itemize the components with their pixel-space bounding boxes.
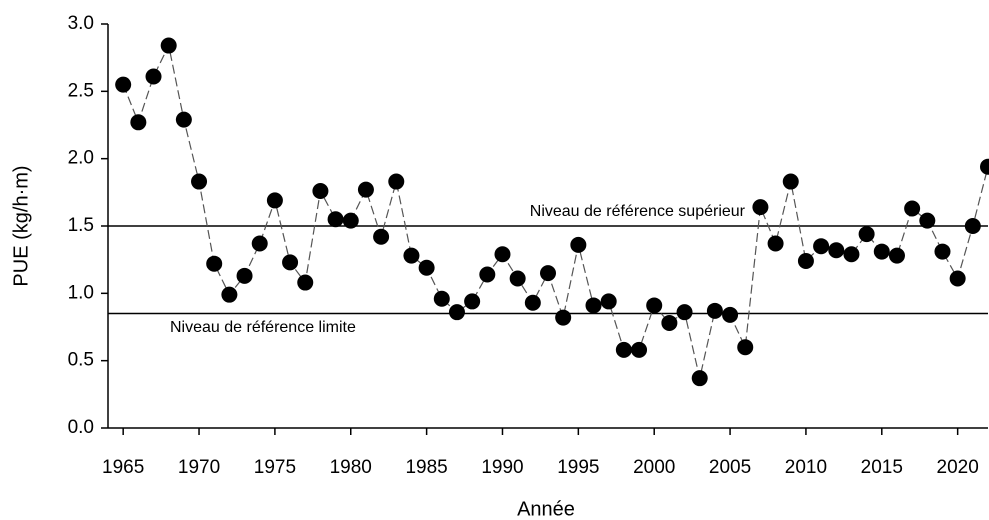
data-point — [191, 173, 208, 190]
x-axis-title: Année — [517, 498, 575, 520]
y-tick-label: 2.0 — [68, 148, 94, 169]
data-point — [585, 297, 602, 314]
y-tick-label: 1.5 — [68, 215, 94, 236]
data-point — [403, 247, 420, 264]
data-point — [327, 211, 344, 228]
data-point — [919, 212, 936, 229]
x-tick-label: 2015 — [861, 457, 903, 478]
y-tick-label: 1.0 — [68, 282, 94, 303]
data-point — [752, 199, 769, 216]
data-point — [722, 306, 739, 323]
y-tick-label: 0.0 — [68, 417, 94, 438]
data-point — [418, 259, 435, 276]
data-point — [448, 304, 465, 321]
data-point — [555, 309, 572, 326]
data-point — [904, 200, 921, 217]
data-point — [130, 114, 147, 131]
data-point — [646, 297, 663, 314]
data-point — [494, 246, 511, 263]
data-point — [251, 235, 268, 252]
x-tick-label: 2005 — [709, 457, 751, 478]
x-tick-label: 1980 — [330, 457, 372, 478]
x-tick-label: 1970 — [178, 457, 220, 478]
data-point — [873, 243, 890, 260]
data-point — [540, 265, 556, 282]
data-point — [266, 192, 283, 209]
data-point — [828, 242, 845, 259]
data-point — [357, 181, 374, 198]
x-tick-label: 1995 — [557, 457, 599, 478]
data-point — [615, 341, 632, 358]
data-point — [509, 270, 526, 287]
x-tick-label: 1965 — [102, 457, 144, 478]
data-point — [706, 302, 723, 319]
y-axis-title: PUE (kg/h·m) — [10, 165, 32, 286]
data-point — [858, 226, 875, 243]
x-tick-label: 2010 — [785, 457, 827, 478]
x-tick-label: 1975 — [254, 457, 296, 478]
y-tick-label: 3.0 — [68, 13, 94, 34]
x-tick-label: 2000 — [633, 457, 675, 478]
y-tick-label: 2.5 — [68, 80, 94, 101]
data-point — [282, 254, 299, 271]
data-point — [524, 294, 541, 311]
data-point — [980, 158, 989, 175]
data-point — [342, 212, 359, 229]
data-point — [312, 182, 329, 199]
data-point — [767, 235, 784, 252]
data-point — [221, 286, 238, 303]
data-point — [676, 304, 693, 321]
x-tick-label: 1985 — [405, 457, 447, 478]
data-point — [964, 218, 981, 234]
data-point — [737, 339, 754, 356]
data-point — [934, 243, 951, 260]
data-point — [949, 270, 966, 287]
x-tick-label: 1990 — [481, 457, 523, 478]
data-point — [631, 341, 648, 358]
data-point — [175, 111, 192, 128]
data-point — [600, 293, 617, 310]
data-point — [570, 236, 587, 253]
data-point — [297, 274, 314, 291]
data-point — [464, 293, 481, 310]
reference-label: Niveau de référence limite — [170, 319, 356, 336]
data-point — [115, 76, 132, 93]
data-point — [206, 255, 223, 272]
data-point — [691, 370, 708, 387]
data-point — [236, 267, 253, 284]
data-point — [797, 253, 814, 270]
data-point — [843, 246, 860, 263]
data-point — [373, 228, 390, 245]
y-tick-label: 0.5 — [68, 350, 94, 371]
data-point — [479, 266, 496, 283]
data-point — [433, 290, 450, 307]
reference-label: Niveau de référence supérieur — [530, 203, 746, 220]
data-point — [145, 68, 162, 85]
data-point — [888, 247, 905, 264]
data-point — [388, 173, 405, 190]
data-point — [813, 238, 830, 255]
data-point — [782, 173, 799, 190]
data-point — [160, 37, 177, 54]
data-point — [661, 314, 678, 331]
x-tick-label: 2020 — [937, 457, 979, 478]
